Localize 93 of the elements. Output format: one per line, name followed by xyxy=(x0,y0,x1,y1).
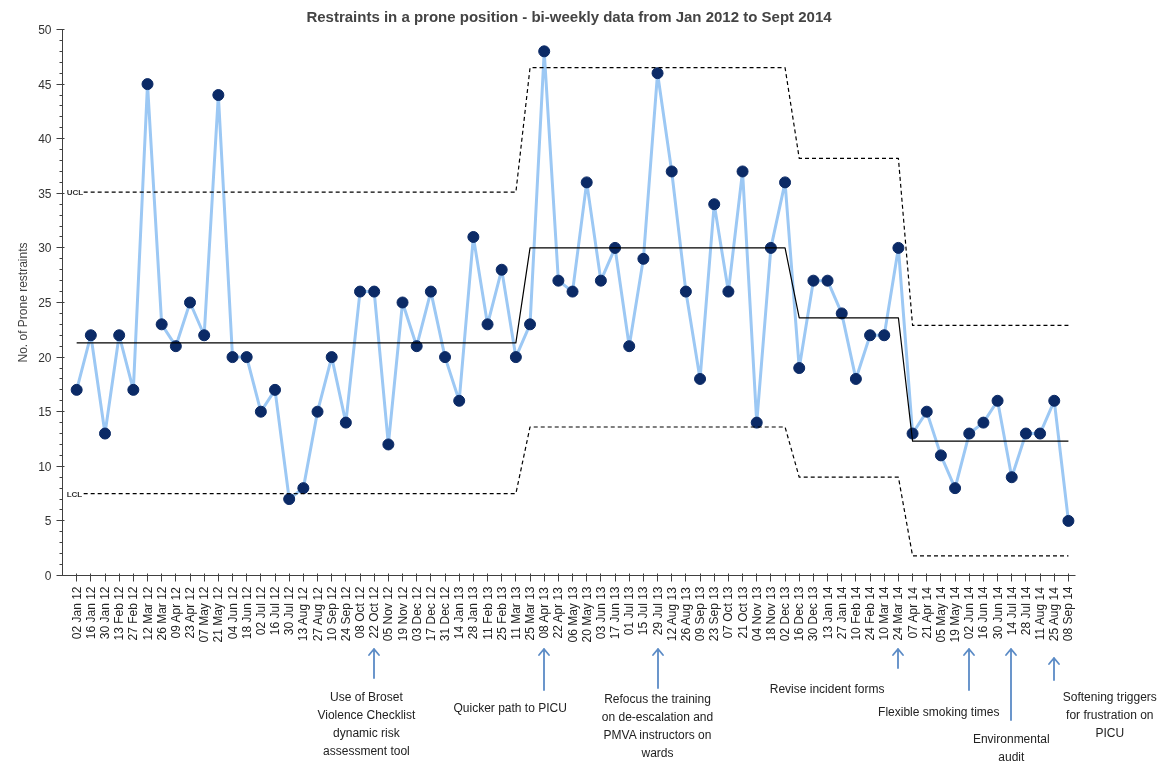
x-tick-label: 15 Jul 13 xyxy=(636,586,651,636)
y-tick-label: 15 xyxy=(38,405,52,420)
x-tick-label: 29 Jul 13 xyxy=(650,586,665,636)
x-tick-label: 14 Jan 13 xyxy=(452,586,467,640)
y-tick-label: 50 xyxy=(38,23,52,37)
x-tick-label: 17 Dec 12 xyxy=(423,586,438,642)
x-tick-label: 18 Nov 13 xyxy=(763,586,778,642)
x-tick-label: 23 Sep 13 xyxy=(707,586,722,642)
x-tick-label: 27 Aug 12 xyxy=(310,586,325,642)
x-tick-label: 20 May 13 xyxy=(579,586,594,643)
series-label: UCL xyxy=(66,188,84,198)
x-tick-label: 13 Aug 12 xyxy=(296,586,311,642)
y-tick-label: 0 xyxy=(44,569,52,583)
x-tick-label: 10 Mar 14 xyxy=(877,586,892,641)
x-tick-label: 05 Nov 12 xyxy=(381,586,396,642)
x-tick-label: 03 Jun 13 xyxy=(593,586,608,640)
y-tick-label: 30 xyxy=(38,241,52,256)
x-tick-label: 24 Feb 14 xyxy=(863,586,878,641)
x-tick-label: 30 Jul 12 xyxy=(282,586,297,636)
x-tick-label: 12 Mar 12 xyxy=(140,586,155,641)
x-tick-label: 26 Aug 13 xyxy=(678,586,693,642)
x-tick-label: 30 Dec 13 xyxy=(806,586,821,642)
x-tick-label: 02 Jan 12 xyxy=(69,586,84,640)
x-tick-label: 16 Jun 14 xyxy=(976,586,991,640)
x-tick-label: 16 Dec 13 xyxy=(792,586,807,642)
x-tick-label: 25 Mar 13 xyxy=(523,586,538,641)
x-tick-label: 07 May 12 xyxy=(197,586,212,643)
x-tick-label: 23 Apr 12 xyxy=(183,586,198,639)
x-tick-label: 25 Feb 13 xyxy=(494,586,509,641)
x-tick-label: 22 Oct 12 xyxy=(367,586,382,639)
x-tick-label: 06 May 13 xyxy=(565,586,580,643)
y-tick-label: 40 xyxy=(38,132,52,147)
y-tick-label: 20 xyxy=(38,350,52,365)
x-tick-label: 11 Aug 14 xyxy=(1033,586,1048,641)
x-tick-label: 14 Jul 14 xyxy=(1004,586,1019,636)
x-tick-label: 24 Sep 12 xyxy=(338,586,353,642)
x-tick-label: 02 Jun 14 xyxy=(962,586,977,640)
x-tick-label: 09 Apr 12 xyxy=(168,586,183,639)
x-tick-label: 30 Jun 14 xyxy=(990,586,1005,640)
text: Use of Broset Violence Checklist dynamic risk assessment tool xyxy=(317,690,416,758)
x-tick-label: 25 Aug 14 xyxy=(1047,586,1062,642)
x-tick-label: 10 Feb 14 xyxy=(848,586,863,641)
y-tick-label: 10 xyxy=(38,459,52,474)
x-tick-label: 09 Sep 13 xyxy=(693,586,708,642)
y-tick-label: 35 xyxy=(38,186,52,201)
x-tick-label: 03 Dec 12 xyxy=(409,586,424,642)
x-tick-label: 02 Jul 12 xyxy=(253,586,268,636)
x-tick-label: 11 Mar 13 xyxy=(508,586,523,640)
x-tick-label: 16 Jan 12 xyxy=(83,586,98,640)
chart-title: Restraints in a prone position - bi-weekly data from Jan 2012 to Sept 2014 xyxy=(306,7,833,25)
x-tick-label: 24 Mar 14 xyxy=(891,586,906,641)
x-tick-label: 01 Jul 13 xyxy=(622,586,637,636)
x-tick-label: 12 Aug 13 xyxy=(664,586,679,642)
x-tick-label: 19 Nov 12 xyxy=(395,586,410,642)
x-tick-label: 07 Apr 14 xyxy=(905,586,920,639)
x-tick-label: 17 Jun 13 xyxy=(608,586,623,640)
text: Revise incident forms xyxy=(768,681,886,698)
x-tick-label: 08 Oct 12 xyxy=(353,586,368,639)
x-tick-label: 02 Dec 13 xyxy=(778,586,793,642)
x-tick-label: 21 Oct 13 xyxy=(735,586,750,639)
x-tick-label: 26 Mar 12 xyxy=(154,586,169,641)
x-tick-label: 21 Apr 14 xyxy=(919,586,934,639)
x-tick-label: 28 Jul 14 xyxy=(1018,586,1033,636)
x-tick-label: 13 Jan 14 xyxy=(820,586,835,640)
x-tick-label: 16 Jul 12 xyxy=(268,586,283,636)
text: Flexible smoking times xyxy=(877,704,1001,721)
x-tick-label: 10 Sep 12 xyxy=(324,586,339,642)
x-tick-label: 27 Jan 14 xyxy=(834,586,849,640)
x-tick-label: 19 May 14 xyxy=(948,586,963,643)
x-tick-label: 18 Jun 12 xyxy=(239,586,254,640)
y-tick-label: 25 xyxy=(38,296,52,310)
x-tick-label: 27 Feb 12 xyxy=(126,586,141,641)
x-tick-label: 11 Feb 13 xyxy=(480,586,495,640)
x-tick-label: 05 May 14 xyxy=(933,586,948,643)
x-tick-label: 28 Jan 13 xyxy=(466,586,481,640)
x-tick-label: 31 Dec 12 xyxy=(438,586,453,642)
text: Refocus the training on de-escalation and PMVA instructors on wards xyxy=(600,691,715,762)
x-tick-label: 22 Apr 13 xyxy=(551,586,566,639)
y-tick-label: 45 xyxy=(38,77,52,92)
text: Softening triggers for frustration on PICU xyxy=(1062,690,1157,740)
y-tick-label: 5 xyxy=(44,514,52,529)
x-tick-label: 08 Sep 14 xyxy=(1061,586,1076,642)
series-label: LCL xyxy=(66,489,83,499)
x-tick-label: 21 May 12 xyxy=(211,586,226,643)
x-tick-label: 08 Apr 13 xyxy=(537,586,552,639)
x-tick-label: 30 Jan 12 xyxy=(98,586,112,640)
x-tick-label: 07 Oct 13 xyxy=(721,586,736,639)
y-axis-title: No. of Prone restraints xyxy=(16,242,31,363)
x-tick-label: 04 Jun 12 xyxy=(225,586,240,640)
x-tick-label: 13 Feb 12 xyxy=(112,586,127,641)
text: Environmental audit xyxy=(972,732,1050,764)
text: Quicker path to PICU xyxy=(452,700,568,717)
x-tick-label: 04 Nov 13 xyxy=(749,586,764,642)
